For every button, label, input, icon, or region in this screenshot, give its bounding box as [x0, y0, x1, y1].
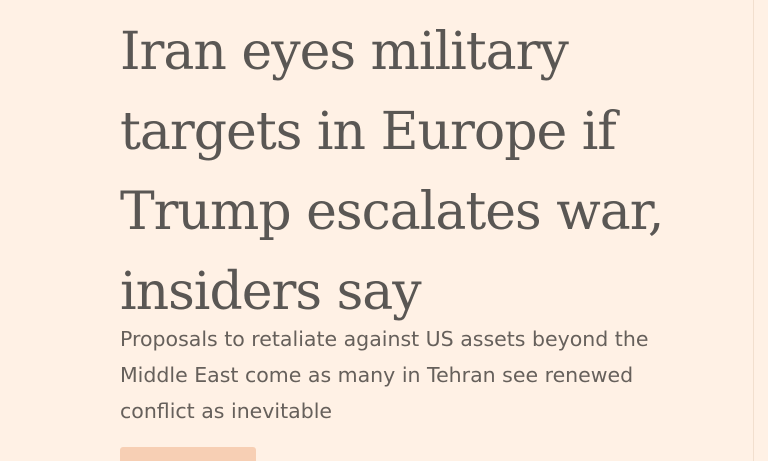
- article-standfirst: Proposals to retaliate against US assets…: [120, 327, 649, 423]
- article-headline: Iran eyes military targets in Europe if …: [120, 22, 664, 322]
- article-action-button[interactable]: [120, 447, 256, 461]
- page-divider: [753, 0, 754, 461]
